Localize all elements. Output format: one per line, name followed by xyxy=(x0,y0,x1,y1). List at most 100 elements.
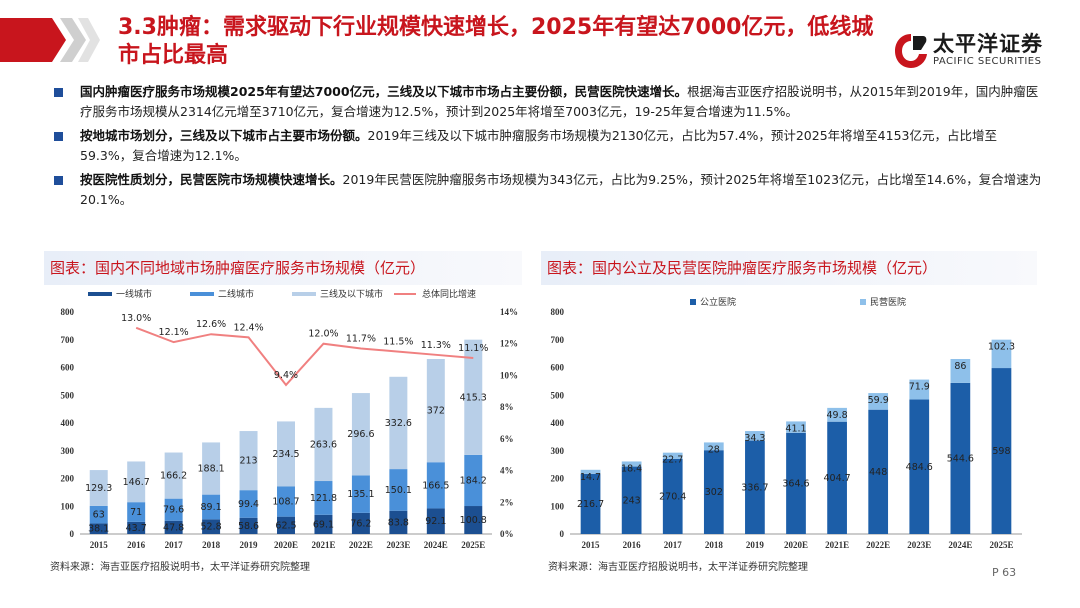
bullet-square-icon xyxy=(54,176,63,185)
bar-segment xyxy=(89,523,108,534)
bar-segment xyxy=(89,470,108,506)
x-tick-label: 2021E xyxy=(311,540,335,550)
bar-segment xyxy=(164,498,183,521)
data-label: 129.3 xyxy=(85,483,112,494)
data-label: 43.7 xyxy=(126,523,147,534)
left-chart-title: 图表：国内不同地域市场肿瘤医疗服务市场规模（亿元） xyxy=(44,251,522,285)
x-tick-label: 2015 xyxy=(90,540,109,550)
data-label: 372 xyxy=(427,406,445,417)
data-label: 49.8 xyxy=(827,410,848,421)
bullet-square-icon xyxy=(54,88,63,97)
x-tick-label: 2025E xyxy=(989,540,1013,550)
y-tick-label: 700 xyxy=(61,335,75,345)
bar-segment xyxy=(909,399,930,534)
bullet-item: 国内肿瘤医疗服务市场规模2025年有望达7000亿元，三线及以下城市市场占主要份… xyxy=(48,82,1048,122)
y-tick-label: 400 xyxy=(551,418,565,428)
bar-segment xyxy=(827,421,847,534)
data-label: 544.6 xyxy=(947,453,974,464)
y-tick-label: 500 xyxy=(61,390,75,400)
company-logo: 太平洋证券 PACIFIC SECURITIES xyxy=(893,28,1063,76)
left-chart-source: 资料来源：海吉亚医疗招股说明书，太平洋证券研究院整理 xyxy=(50,562,310,573)
bar-segment xyxy=(464,454,483,507)
x-tick-label: 2021E xyxy=(825,540,849,550)
data-label: 302 xyxy=(705,487,723,498)
x-tick-label: 2022E xyxy=(349,540,373,550)
data-label: 71.9 xyxy=(909,382,930,393)
data-label: 34.3 xyxy=(744,433,765,444)
logo-name-en: PACIFIC SECURITIES xyxy=(933,56,1042,67)
x-tick-label: 2017 xyxy=(165,540,184,550)
bar-segment xyxy=(277,421,295,487)
logo-name-cn: 太平洋证券 xyxy=(933,32,1043,56)
data-label: 28 xyxy=(708,444,720,455)
bar-segment xyxy=(580,469,601,474)
bar-segment xyxy=(426,462,445,509)
y-tick-label: 100 xyxy=(61,501,75,511)
bar-segment xyxy=(464,339,483,455)
data-label: 448 xyxy=(869,467,887,478)
pacific-logo-icon xyxy=(895,34,927,68)
bar-segment xyxy=(351,393,370,476)
bar-segment xyxy=(239,517,258,534)
bar-segment xyxy=(314,407,333,482)
bar-segment xyxy=(703,442,724,451)
hospital-type-chart-svg: 0 100 200 300 400 500 600 700 800 2015 2016 2017 201… xyxy=(551,296,1022,550)
region-market-chart: 0 100 200 300 400 500 600 700 800 2015 2016 2017 201… xyxy=(40,288,528,556)
data-label: 243 xyxy=(623,495,641,506)
data-label: 166.2 xyxy=(160,471,187,482)
data-label: 484.6 xyxy=(906,462,933,473)
hospital-type-chart: 0 100 200 300 400 500 600 700 800 2015 2016 2017 201… xyxy=(540,288,1032,556)
bar-segment xyxy=(89,505,108,524)
data-label: 336.7 xyxy=(741,482,768,493)
bar-segment xyxy=(868,393,889,410)
y-tick-label: 300 xyxy=(551,446,565,456)
growth-line xyxy=(135,326,474,387)
y-tick-label: 400 xyxy=(61,418,75,428)
header-chevron-decoration xyxy=(0,18,100,62)
bar-segment xyxy=(662,458,683,534)
bar-segment xyxy=(464,506,483,534)
legend-swatch xyxy=(190,292,214,296)
bar-segment xyxy=(991,339,1012,369)
data-label: 150.1 xyxy=(385,485,412,496)
data-label: 213 xyxy=(239,456,257,467)
bullet-heading: 按地城市场划分，三线及以下城市占主要市场份额。 xyxy=(80,128,368,143)
data-label: 41.1 xyxy=(785,423,806,434)
data-label: 296.6 xyxy=(347,429,374,440)
x-tick-label: 2023E xyxy=(386,540,410,550)
bar-segment xyxy=(314,514,333,534)
y-tick-label: 200 xyxy=(551,474,565,484)
y-tick-label: 600 xyxy=(551,363,565,373)
y-tick-label: 500 xyxy=(551,390,565,400)
data-label: 598 xyxy=(992,446,1010,457)
bar-segment xyxy=(786,421,806,433)
x-tick-label: 2024E xyxy=(948,540,972,550)
x-tick-label: 2025E xyxy=(461,540,485,550)
data-label: 69.1 xyxy=(313,519,334,530)
bar-segment xyxy=(703,450,724,534)
growth-label: 12.1% xyxy=(159,327,189,338)
bar-segment xyxy=(239,490,258,518)
bar-segment xyxy=(277,516,295,534)
legend-swatch xyxy=(860,299,866,305)
legend-label: 二线城市 xyxy=(218,288,254,300)
y2-tick-label: 10% xyxy=(500,370,518,380)
data-label: 364.6 xyxy=(782,478,809,489)
region-market-chart-svg: 0 100 200 300 400 500 600 700 800 2015 2016 2017 201… xyxy=(61,288,519,550)
bar-segment xyxy=(202,494,221,520)
data-label: 86 xyxy=(954,361,966,372)
legend-label: 公立医院 xyxy=(700,296,736,308)
x-tick-label: 2015 xyxy=(582,540,601,550)
data-label: 47.8 xyxy=(163,522,184,533)
legend-label: 三线及以下城市 xyxy=(320,288,383,300)
data-label: 14.7 xyxy=(580,472,601,483)
bar-segment xyxy=(909,379,930,400)
data-label: 184.2 xyxy=(460,475,487,486)
x-tick-label: 2020E xyxy=(274,540,298,550)
bar-segment xyxy=(164,520,183,534)
data-label: 58.6 xyxy=(238,521,259,532)
bar-segment xyxy=(351,512,370,534)
data-label: 102.3 xyxy=(988,342,1015,353)
y-tick-label: 0 xyxy=(560,529,565,539)
y-tick-label: 800 xyxy=(551,307,565,317)
